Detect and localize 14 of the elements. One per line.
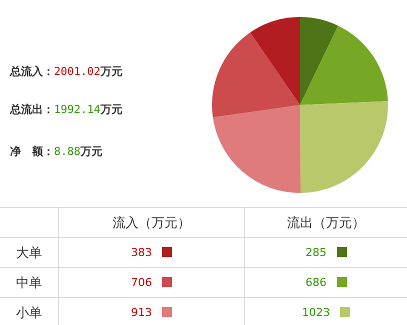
legend-label: 1023 <box>302 306 330 319</box>
legend-label: 383 <box>131 246 152 259</box>
legend-label: 913 <box>131 306 152 319</box>
text: 净 额：8.88万元 <box>10 144 102 159</box>
legend-label: 686 <box>306 276 326 289</box>
text: 流入（万元） <box>58 208 244 238</box>
text: 中单 <box>0 268 58 298</box>
text: 总流入：2001.02万元 <box>10 64 122 79</box>
text: 小单 <box>0 298 58 325</box>
text: 总流出：1992.14万元 <box>10 102 122 117</box>
text: 大单 <box>0 238 58 268</box>
legend-label: 706 <box>131 276 152 289</box>
legend-label: 285 <box>306 246 326 259</box>
text: 流出（万元） <box>244 208 407 238</box>
